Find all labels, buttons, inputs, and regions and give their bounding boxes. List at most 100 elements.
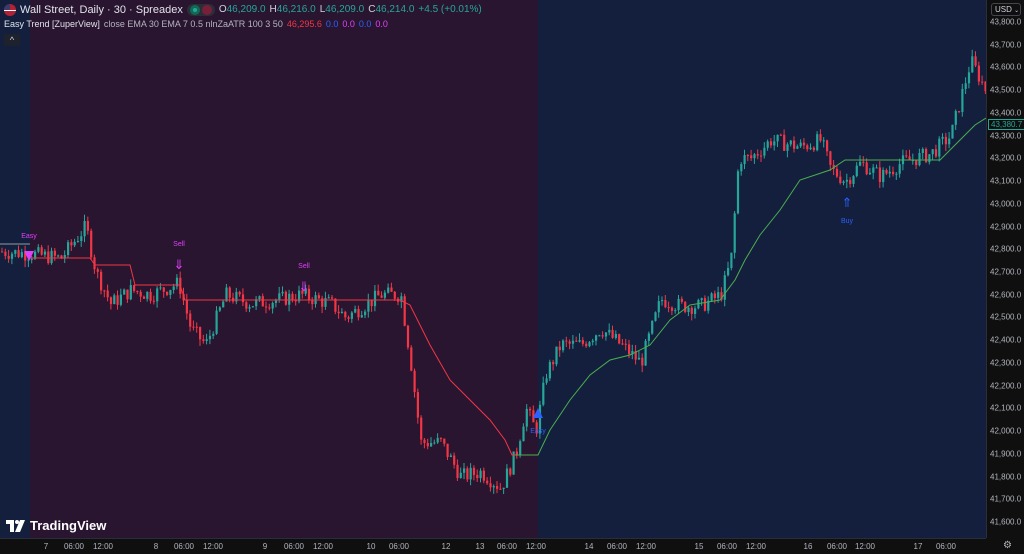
- candle: [40, 247, 43, 255]
- price-tick: 41,800.0: [990, 472, 1022, 482]
- buy-trailing-stop-line: [515, 117, 986, 456]
- candle: [486, 480, 489, 484]
- time-tick: 06:00: [716, 542, 738, 551]
- candle: [571, 340, 575, 344]
- indicator-name[interactable]: Easy Trend [ZuperView]: [4, 19, 100, 29]
- currency-select[interactable]: USD ⌄: [991, 3, 1021, 16]
- candle: [169, 289, 172, 295]
- candle: [852, 176, 855, 184]
- candle: [591, 340, 594, 343]
- candle: [845, 179, 848, 182]
- candle: [241, 294, 245, 303]
- candle: [83, 220, 86, 237]
- sell-arrow-icon: ⇓: [173, 257, 185, 272]
- symbol-title[interactable]: Wall Street, Daily · 30 · Spreadex: [20, 4, 183, 16]
- candle: [631, 350, 634, 355]
- candle: [251, 306, 254, 308]
- candle: [585, 343, 588, 347]
- high-label: H: [269, 4, 277, 15]
- candle: [268, 307, 271, 309]
- candle: [17, 250, 20, 258]
- buy-arrow-icon: ⇑: [841, 195, 853, 210]
- candle: [288, 293, 291, 305]
- candle: [703, 298, 707, 311]
- candle: [892, 171, 895, 175]
- candle: [568, 341, 571, 344]
- candle: [235, 291, 238, 302]
- candle: [684, 301, 687, 313]
- candle: [317, 295, 320, 299]
- candle: [96, 269, 99, 272]
- price-tick: 43,100.0: [990, 176, 1022, 186]
- candle: [436, 437, 439, 443]
- candle: [835, 168, 839, 177]
- candle: [812, 147, 815, 151]
- price-tick: 43,700.0: [990, 40, 1022, 50]
- price-axis[interactable]: USD ⌄ 43,800.0 43,700.0 43,600.0 43,500.0 43…: [986, 0, 1024, 538]
- candle: [212, 333, 215, 336]
- candle: [291, 293, 294, 301]
- candle: [532, 410, 535, 423]
- candle: [802, 142, 806, 146]
- sell-arrow-icon: ⇓: [298, 279, 310, 294]
- time-axis[interactable]: 7 06:00 12:00 8 06:00 12:00 9 06:00 12:00 10 06:00…: [0, 538, 986, 554]
- candle: [723, 275, 726, 300]
- candle: [307, 288, 311, 300]
- candle: [456, 464, 459, 479]
- candle: [806, 145, 809, 150]
- legend: Wall Street, Daily · 30 · Spreadex O46,2…: [4, 3, 482, 46]
- candle: [505, 468, 509, 488]
- candle: [218, 307, 221, 311]
- time-tick: 12:00: [745, 542, 767, 551]
- candle: [529, 408, 532, 411]
- candle: [882, 169, 885, 183]
- candle: [816, 134, 819, 151]
- candle: [136, 290, 139, 292]
- candle: [347, 317, 350, 319]
- price-chart[interactable]: [0, 0, 986, 538]
- candle: [321, 298, 324, 307]
- candle: [849, 179, 852, 184]
- price-tick: 43,600.0: [990, 62, 1022, 72]
- candle: [146, 291, 149, 299]
- candle: [819, 134, 822, 141]
- candle: [865, 162, 868, 175]
- indicator-v2: 0.0: [342, 19, 355, 29]
- candle: [76, 241, 80, 243]
- candle: [175, 277, 179, 287]
- price-tick: 42,600.0: [990, 290, 1022, 300]
- candle: [766, 141, 769, 148]
- candle: [773, 141, 776, 146]
- currency-label: USD: [995, 5, 1012, 14]
- candle: [354, 308, 357, 313]
- price-tick: 43,300.0: [990, 131, 1022, 141]
- candle: [624, 343, 627, 345]
- candle: [934, 149, 938, 157]
- candle: [443, 438, 446, 444]
- settings-icon[interactable]: ⚙: [1003, 540, 1012, 551]
- candle: [895, 173, 898, 175]
- time-tick: 13: [475, 542, 485, 551]
- candle: [736, 171, 740, 214]
- candle: [261, 296, 264, 307]
- price-tick: 42,800.0: [990, 244, 1022, 254]
- chart-pane[interactable]: Wall Street, Daily · 30 · Spreadex O46,2…: [0, 0, 986, 538]
- candle: [799, 142, 802, 147]
- candle: [123, 289, 126, 295]
- collapse-legend-button[interactable]: ^: [4, 34, 20, 46]
- time-tick: 06:00: [173, 542, 195, 551]
- candle: [274, 300, 278, 303]
- candle: [552, 362, 555, 365]
- market-status[interactable]: [186, 4, 215, 16]
- candle: [208, 335, 212, 340]
- time-tick: 06:00: [935, 542, 957, 551]
- candle: [756, 154, 759, 156]
- open-value: 46,209.0: [226, 4, 266, 15]
- tradingview-icon: [6, 519, 25, 532]
- candle: [189, 313, 192, 327]
- candle: [472, 467, 476, 475]
- candle: [476, 474, 479, 479]
- tradingview-logo[interactable]: TradingView: [6, 518, 106, 533]
- candle: [730, 252, 733, 269]
- candle: [324, 298, 327, 307]
